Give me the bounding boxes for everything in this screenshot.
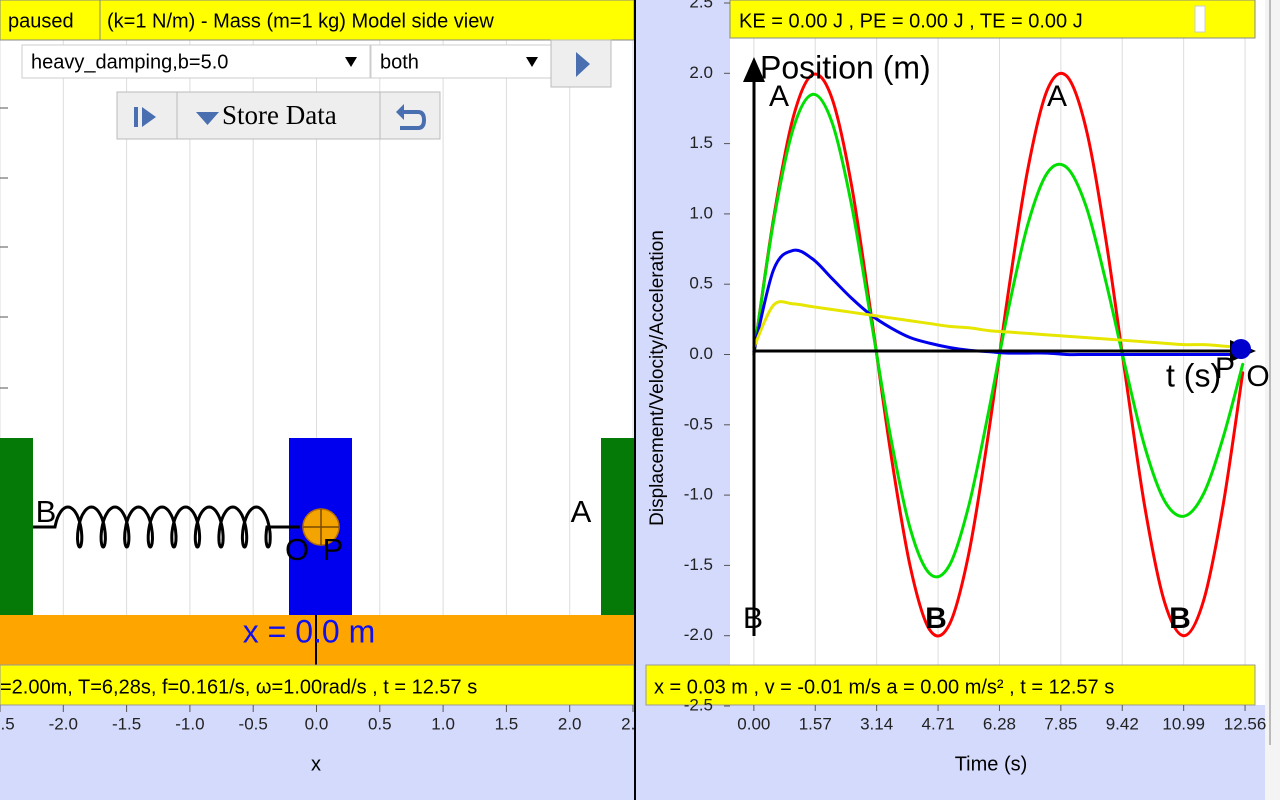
energy-box: [1194, 5, 1206, 33]
x-tick-label: 12.56: [1224, 714, 1267, 733]
right-panel: Position (m)A AB B Bt (s)P O KE = 0.00 J , P…: [636, 0, 1280, 800]
x-tick-label: 7.85: [1044, 714, 1077, 733]
info-bar: [0, 664, 634, 706]
step-icon[interactable]: [134, 107, 138, 127]
chart-axes: 0.00 1.57 3.14 4.71 6.28 7.85 9.42 10.99 12.56 2.…: [684, 0, 1267, 733]
scene-grid: [0, 40, 634, 705]
x-tick-label: 3.14: [860, 714, 893, 733]
x-tick-label: 1.5: [495, 714, 519, 733]
scenario-select[interactable]: heavy_damping,b=5.0: [21, 44, 371, 79]
x-tick-label: 10.99: [1162, 714, 1205, 733]
x-axis-title: Time (s): [955, 753, 1028, 775]
x-tick-label: 0.5: [368, 714, 392, 733]
mode-select[interactable]: both: [370, 44, 552, 79]
select-box[interactable]: [21, 44, 371, 79]
y-tick-label: -0.5: [684, 414, 713, 433]
reset-button[interactable]: [379, 91, 441, 140]
dropdown-arrow[interactable]: [345, 57, 357, 67]
left-panel: B A O P x = 0.0 m =2.00m, T=6,28s, f=0.1…: [0, 0, 645, 800]
y-tick-label: -2.0: [684, 625, 713, 644]
origin-label: O: [285, 532, 309, 567]
x-tick-label: -2.0: [49, 714, 78, 733]
series-line: [752, 92, 1245, 579]
position-text: x = 0.0 m: [243, 613, 376, 649]
step-icon[interactable]: [142, 107, 156, 127]
title-bar: [0, 0, 634, 41]
y-tick-label: 1.5: [689, 133, 713, 152]
annotation: A: [769, 80, 789, 113]
y-tick-label: 0.0: [689, 344, 713, 363]
annotation: Position (m): [760, 49, 931, 85]
wall-label: B: [36, 494, 57, 529]
select-text[interactable]: both: [380, 51, 419, 73]
select-box[interactable]: [370, 44, 552, 79]
x-axis-label: x: [311, 753, 321, 775]
x-tick-label: -1.5: [112, 714, 141, 733]
series-line: [752, 300, 1245, 349]
annotations: Position (m)A AB B Bt (s)P O: [743, 49, 1270, 634]
x-tick-label: 0.0: [305, 714, 329, 733]
play-icon[interactable]: [576, 52, 590, 77]
dropdown-arrow[interactable]: [526, 57, 538, 67]
button[interactable]: [379, 91, 441, 140]
panel-title: (k=1 N/m) - Mass (m=1 kg) Model side vie…: [107, 10, 494, 32]
info-text: =2.00m, T=6,28s, f=0.161/s, ω=1.00rad/s …: [0, 676, 477, 698]
scene-axis: -2.5 -2.0 -1.5 -1.0 -0.5 0.0 0.5 1.0 1.5 2.0 2.5: [0, 705, 645, 733]
select-text[interactable]: heavy_damping,b=5.0: [31, 51, 228, 73]
readout-text: x = 0.03 m , v = -0.01 m/s a = 0.00 m/s²…: [654, 676, 1114, 698]
annotation: A: [1047, 80, 1067, 113]
reset-icon[interactable]: [396, 104, 404, 120]
x-tick-label: 0.00: [737, 714, 770, 733]
scrollbar: [1265, 0, 1280, 800]
y-axis-title: Displacement/Velocity/Acceleration: [647, 230, 668, 526]
right-wall: [601, 438, 634, 615]
y-tick-label: -1.0: [684, 485, 713, 504]
y-tick-label: 2.5: [689, 0, 713, 11]
x-tick-label: 1.0: [431, 714, 455, 733]
annotation: B: [743, 602, 763, 635]
y-tick-label: -1.5: [684, 555, 713, 574]
store-button[interactable]: Store Data: [176, 91, 381, 140]
arrow-head: [743, 57, 765, 82]
status[interactable]: paused: [8, 10, 74, 32]
mass-label: P: [323, 532, 344, 567]
button[interactable]: [550, 39, 612, 88]
spring: [33, 505, 300, 549]
annotation: P: [1215, 352, 1235, 385]
wall-label: A: [571, 494, 592, 529]
y-tick-label: 0.5: [689, 274, 713, 293]
readout-bar: [645, 664, 1256, 706]
x-tick-label: 9.42: [1106, 714, 1139, 733]
x-tick-label: 1.57: [799, 714, 832, 733]
annotation: B: [1169, 602, 1191, 635]
annotation: t (s): [1166, 357, 1221, 393]
energy-bar: [729, 0, 1256, 39]
x-tick-label: 4.71: [922, 714, 955, 733]
reset-icon[interactable]: [400, 110, 427, 130]
left-wall: [0, 438, 33, 615]
x-tick-label: 2.5: [621, 714, 645, 733]
annotation: B: [925, 602, 947, 635]
y-tick-label: 2.0: [689, 63, 713, 82]
current-point[interactable]: [1231, 339, 1251, 359]
x-tick-label: -2.5: [0, 714, 15, 733]
x-tick-label: 6.28: [983, 714, 1016, 733]
x-tick-label: -0.5: [239, 714, 268, 733]
annotation: O: [1246, 360, 1269, 393]
play-button[interactable]: [550, 39, 612, 88]
button-label[interactable]: Store Data: [222, 100, 337, 130]
x-tick-label: 2.0: [558, 714, 582, 733]
x-tick-label: -1.0: [175, 714, 204, 733]
y-tick-label: 1.0: [689, 203, 713, 222]
y-tick-label: -2.5: [684, 695, 713, 714]
store-icon[interactable]: [196, 112, 219, 125]
energy-text: KE = 0.00 J , PE = 0.00 J , TE = 0.00 J: [739, 10, 1083, 32]
step-button[interactable]: [116, 91, 178, 140]
